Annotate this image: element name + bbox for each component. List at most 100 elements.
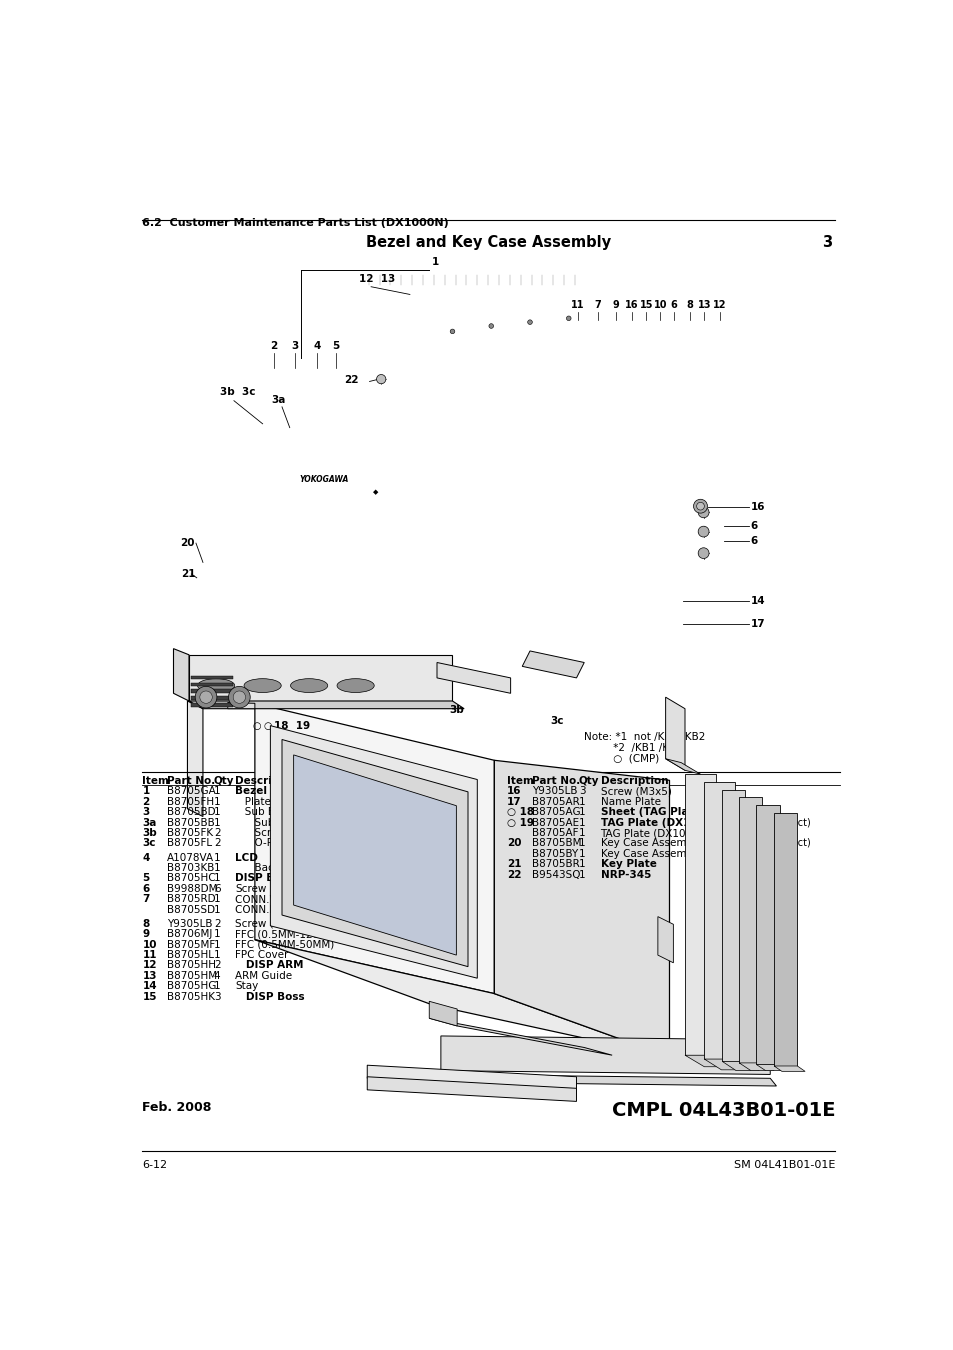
Text: B8705HG: B8705HG: [167, 981, 216, 991]
Text: 1: 1: [213, 873, 220, 883]
Text: 14: 14: [750, 595, 764, 606]
Text: Sub Bezel Assembly: Sub Bezel Assembly: [235, 818, 359, 828]
Circle shape: [566, 316, 571, 320]
Bar: [191, 690, 233, 694]
Polygon shape: [187, 701, 203, 817]
Text: Stay: Stay: [235, 981, 258, 991]
Circle shape: [229, 686, 250, 707]
Text: (select): (select): [409, 894, 445, 903]
Text: YOKOGAWA: YOKOGAWA: [298, 475, 348, 483]
Text: 3c: 3c: [142, 838, 156, 848]
Text: 2: 2: [213, 828, 220, 838]
Text: (select): (select): [773, 817, 810, 828]
Text: DISP Bracket Assembly: DISP Bracket Assembly: [235, 873, 372, 883]
Text: B9543SQ: B9543SQ: [531, 869, 579, 880]
Text: B8703KB: B8703KB: [167, 863, 214, 873]
Text: Screw (M3x5): Screw (M3x5): [599, 787, 671, 796]
Polygon shape: [773, 1066, 804, 1072]
Text: 6.2  Customer Maintenance Parts List (DX1000N): 6.2 Customer Maintenance Parts List (DX1…: [142, 219, 449, 228]
Text: 14: 14: [142, 981, 157, 991]
Text: B8705HH: B8705HH: [167, 960, 216, 971]
Text: 16: 16: [750, 502, 764, 512]
Text: B8705MF: B8705MF: [167, 940, 215, 949]
Ellipse shape: [291, 679, 328, 693]
Text: B8705AE: B8705AE: [531, 818, 578, 828]
Text: TAG Plate (DX1006N, DX1012N): TAG Plate (DX1006N, DX1012N): [599, 828, 766, 838]
Text: A1078VA: A1078VA: [167, 853, 214, 863]
Text: 3a: 3a: [271, 394, 285, 405]
Text: 10: 10: [142, 940, 157, 949]
Text: Back Light Unit: Back Light Unit: [235, 863, 334, 873]
Text: Screw (PBA and FPC Cover) (M3x5): Screw (PBA and FPC Cover) (M3x5): [235, 919, 417, 929]
Polygon shape: [173, 648, 189, 701]
Text: TAG Plate (DX1002N, DX1004N): TAG Plate (DX1002N, DX1004N): [599, 818, 786, 828]
Text: 20: 20: [180, 539, 194, 548]
Text: 1: 1: [578, 818, 585, 828]
Ellipse shape: [336, 679, 374, 693]
Text: 12: 12: [142, 960, 157, 971]
Text: CONN.W.O.OPT.PBA (not /KB1 /KB2): CONN.W.O.OPT.PBA (not /KB1 /KB2): [235, 894, 419, 904]
Polygon shape: [270, 726, 476, 979]
Text: 1: 1: [578, 859, 585, 869]
Text: Item: Item: [142, 776, 170, 787]
Circle shape: [376, 374, 385, 383]
Text: FPC Cover: FPC Cover: [235, 950, 289, 960]
Bar: [191, 683, 233, 686]
Text: 8: 8: [142, 919, 150, 929]
Text: B8705FH: B8705FH: [167, 796, 214, 807]
Circle shape: [488, 324, 493, 328]
Text: Part No.: Part No.: [531, 776, 579, 787]
Text: *2  /KB1 /KB2: *2 /KB1 /KB2: [583, 743, 682, 752]
Text: ○  (CMP): ○ (CMP): [583, 753, 659, 763]
Text: 7: 7: [595, 300, 601, 310]
Text: 20: 20: [506, 838, 520, 848]
Circle shape: [693, 500, 707, 513]
Text: B8705GA: B8705GA: [167, 787, 215, 796]
Text: (select): (select): [773, 838, 810, 848]
Text: 1: 1: [213, 807, 220, 817]
Text: DISP ARM: DISP ARM: [235, 960, 304, 971]
Text: 9: 9: [612, 300, 618, 310]
Text: ○: ○: [263, 721, 272, 730]
Circle shape: [698, 526, 708, 537]
Text: 1: 1: [213, 818, 220, 828]
Text: Key Case Assembly *1: Key Case Assembly *1: [599, 838, 716, 848]
Text: 3b  3c: 3b 3c: [220, 387, 255, 397]
Text: B9988DM: B9988DM: [167, 884, 217, 894]
Polygon shape: [282, 740, 468, 967]
Text: 16: 16: [624, 300, 638, 310]
Text: 2: 2: [271, 340, 277, 351]
Text: 3b: 3b: [449, 705, 463, 716]
Polygon shape: [429, 1002, 456, 1026]
Text: Name Plate: Name Plate: [599, 796, 659, 807]
Text: 1: 1: [578, 807, 585, 817]
Text: Description: Description: [599, 776, 667, 787]
Text: 8: 8: [685, 300, 693, 310]
Text: 3: 3: [578, 787, 585, 796]
Text: Key Case Assembly *2: Key Case Assembly *2: [599, 849, 716, 859]
Text: 1: 1: [213, 796, 220, 807]
Bar: [191, 703, 233, 707]
Text: 1: 1: [213, 981, 220, 991]
Text: 1: 1: [213, 853, 220, 863]
Circle shape: [698, 508, 708, 518]
Text: ○: ○: [253, 721, 261, 730]
Text: B8705BR: B8705BR: [531, 859, 578, 869]
Polygon shape: [228, 702, 254, 709]
Text: 2: 2: [213, 838, 220, 848]
Text: 4: 4: [313, 340, 320, 351]
Text: B8705RD: B8705RD: [167, 894, 215, 904]
Polygon shape: [773, 813, 797, 1066]
Text: 22: 22: [344, 375, 358, 385]
Polygon shape: [703, 1058, 752, 1069]
Text: Y9305LB: Y9305LB: [167, 919, 213, 929]
Text: 1: 1: [142, 787, 150, 796]
Polygon shape: [756, 1064, 788, 1071]
Text: 5: 5: [333, 340, 339, 351]
Polygon shape: [440, 1075, 776, 1085]
Text: B8705HL: B8705HL: [167, 950, 214, 960]
Text: 1: 1: [578, 828, 585, 838]
Ellipse shape: [244, 679, 281, 693]
Polygon shape: [189, 701, 464, 709]
Polygon shape: [684, 1056, 735, 1066]
